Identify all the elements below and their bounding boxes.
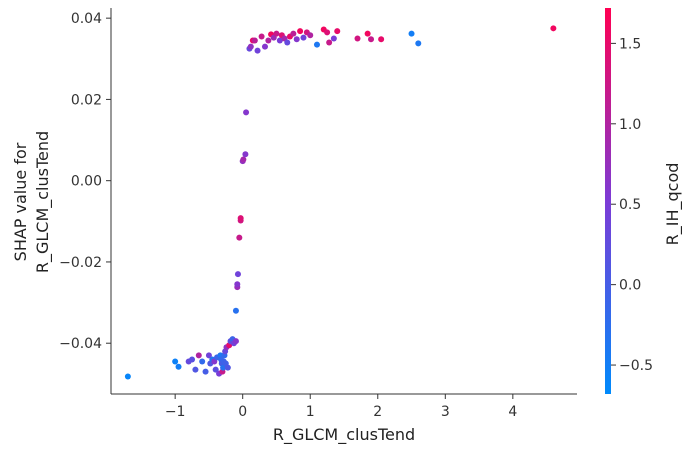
scatter-point <box>254 47 261 54</box>
x-tick-label: 4 <box>508 404 517 420</box>
scatter-point <box>364 30 371 37</box>
scatter-point <box>172 358 179 365</box>
y-tick-label: 0.04 <box>71 11 102 27</box>
colorbar-tick-label: 0.0 <box>619 278 641 294</box>
scatter-point <box>195 352 202 359</box>
scatter-point <box>354 35 361 42</box>
colorbar-gradient <box>605 8 611 394</box>
scatter-point <box>324 29 331 36</box>
scatter-point <box>293 36 300 43</box>
scatter-point <box>205 352 212 359</box>
y-tick-label: 0.00 <box>71 174 102 190</box>
scatter-point <box>124 373 131 380</box>
scatter-point <box>415 40 422 47</box>
scatter-point <box>334 28 341 35</box>
colorbar-label: R_IH_qcod <box>663 163 683 246</box>
colorbar-tick-label: −0.5 <box>619 358 653 374</box>
colorbar-tick-label: 1.5 <box>619 36 641 52</box>
scatter-point <box>408 30 415 37</box>
scatter-point <box>212 366 219 373</box>
colorbar: −0.5 0.0 0.5 1.0 1.5 R_IH_qcod <box>605 8 683 394</box>
scatter-point <box>326 39 333 46</box>
y-tick-label: −0.02 <box>59 255 102 271</box>
scatter-point <box>368 36 375 43</box>
scatter-point <box>550 25 557 32</box>
scatter-point <box>224 364 231 371</box>
y-axis-ticks: −0.04 −0.02 0.00 0.02 0.04 <box>59 11 111 352</box>
scatter-point <box>258 33 265 40</box>
y-axis-title: SHAP value for R_GLCM_clusTend <box>11 131 53 273</box>
scatter-point <box>236 234 243 241</box>
scatter-point <box>237 215 244 222</box>
scatter-point <box>276 37 283 44</box>
scatter-point <box>300 34 307 41</box>
plot-area: −0.04 −0.02 0.00 0.02 0.04 −1 0 1 2 3 4 <box>59 8 577 420</box>
scatter-point <box>234 281 241 288</box>
scatter-point <box>199 358 206 365</box>
x-axis-title: R_GLCM_clusTend <box>273 425 415 445</box>
scatter-point <box>192 366 199 373</box>
scatter-point <box>290 30 297 37</box>
scatter-point <box>330 35 337 42</box>
scatter-point <box>202 368 209 375</box>
scatter-point <box>189 356 196 363</box>
scatter-point <box>261 43 268 50</box>
scatter-point <box>273 30 280 37</box>
scatter-point <box>240 156 247 163</box>
x-tick-label: 3 <box>441 404 450 420</box>
x-tick-label: 0 <box>238 404 247 420</box>
scatter-point <box>265 37 272 44</box>
x-axis-ticks: −1 0 1 2 3 4 <box>165 394 517 420</box>
x-tick-label: 2 <box>373 404 382 420</box>
scatter-point <box>232 338 239 345</box>
scatter-point <box>175 363 182 370</box>
scatter-point <box>251 37 258 44</box>
scatter-point <box>284 39 291 46</box>
scatter-point <box>232 307 239 314</box>
scatter-point <box>313 41 320 48</box>
y-axis-label-line-2: R_GLCM_clusTend <box>33 131 53 273</box>
x-axis-label: R_GLCM_clusTend <box>273 425 415 445</box>
colorbar-tick-label: 0.5 <box>619 197 641 213</box>
y-tick-label: −0.04 <box>59 336 102 352</box>
y-axis-label-line-1: SHAP value for <box>11 142 30 261</box>
colorbar-ticks: −0.5 0.0 0.5 1.0 1.5 <box>611 36 653 374</box>
scatter-point <box>247 43 254 50</box>
scatter-point <box>378 36 385 43</box>
scatter-point <box>243 109 250 116</box>
x-tick-label: −1 <box>165 404 186 420</box>
scatter-point <box>242 151 249 158</box>
y-tick-label: 0.02 <box>71 92 102 108</box>
scatter-point <box>297 28 304 35</box>
scatter-point <box>307 32 314 39</box>
x-tick-label: 1 <box>306 404 315 420</box>
colorbar-tick-label: 1.0 <box>619 117 641 133</box>
scatter-points <box>124 25 557 380</box>
scatter-point <box>234 271 241 278</box>
